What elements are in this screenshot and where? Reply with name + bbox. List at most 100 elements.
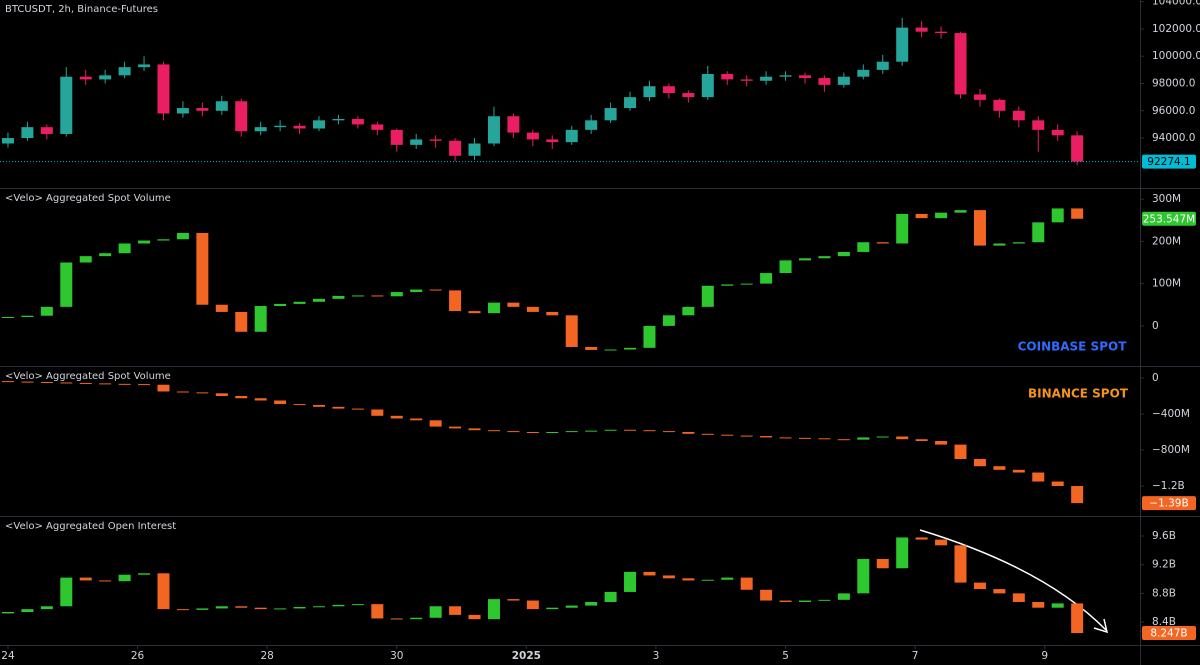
x-tick-label: 28 [260,650,273,662]
candle-body [760,273,773,284]
candle-body [682,578,695,581]
x-tick-label: 24 [1,650,15,662]
candle-body [876,558,889,569]
candle-body [410,139,423,145]
candle-body [915,537,928,540]
candle-body [196,108,209,111]
y-tick-label: 0 [1152,320,1159,332]
candle-body [176,108,189,114]
candle-body [79,382,92,384]
candle-body [682,432,695,434]
candle-body [429,420,442,427]
candle-body [449,140,462,156]
candle-body [993,466,1006,470]
candle-body [701,73,714,98]
candle-body [585,601,598,606]
candle-body [798,75,811,79]
candle-body [1,381,14,383]
candle-body [935,441,948,445]
candle-body [371,409,384,416]
candle-body [546,139,559,143]
candle-body [662,315,675,326]
candle-body [449,290,462,312]
y-tick-label: −1.2B [1152,480,1185,492]
arrow-curve [919,529,1107,631]
candle-body [585,120,598,130]
candle-body [740,435,753,437]
pane-title: BTCUSDT, 2h, Binance-Futures [5,4,158,15]
candle-body [896,436,909,440]
candle-body [818,438,831,440]
candle-body [293,125,306,129]
candle-body [507,116,520,133]
candle-body [235,606,248,608]
candle-body [21,315,34,317]
y-tick-label: −400M [1152,408,1190,420]
candle-body [429,606,442,618]
candle-body [993,99,1006,111]
candle-body [973,94,986,100]
candle-body [40,127,53,134]
candle-body [935,212,948,219]
candle-body [624,429,637,431]
candle-body [779,600,792,602]
candle-body [857,437,870,440]
candle-body [79,76,92,80]
candle-body [390,415,403,419]
candle-body [954,545,967,583]
candle-body [351,408,364,410]
candle-body [682,306,695,316]
candle-body [643,430,656,432]
candle-body [215,393,228,396]
candle-body [410,289,423,293]
candle-body [274,125,287,128]
y-tick-label: 100000.0 [1152,50,1200,62]
candle-body [682,93,695,98]
candle-body [624,571,637,592]
candle-body [487,599,500,620]
candle-body [157,239,170,241]
candle-body [40,306,53,316]
candle-body [429,139,442,141]
candle-body [254,127,267,132]
candle-body [79,577,92,581]
candle-body [779,437,792,439]
candle-body [721,577,734,580]
candle-body [818,256,831,259]
candle-body [604,591,617,602]
candle-body [21,609,34,613]
candle-body [390,618,403,620]
candle-body [1032,472,1045,482]
candle-body [274,400,287,405]
candle-body [604,108,617,121]
y-tick-label: 8.8B [1152,587,1176,599]
candle-body [546,432,559,434]
candle-body [293,404,306,406]
annotation: COINBASE SPOT [1018,340,1128,354]
candle-body [896,537,909,569]
candle-body [410,617,423,620]
candle-body [721,73,734,80]
candle-body [857,242,870,252]
candle-body [915,439,928,442]
candle-body [643,325,656,348]
y-tick-label: 96000.0 [1152,105,1195,117]
y-tick-label: 98000.0 [1152,78,1195,90]
candle-body [585,346,598,350]
last-value-label: 253.547M [1143,213,1195,225]
candle-body [429,289,442,291]
candle-body [21,127,34,139]
candle-body [1,138,14,144]
candle-body [118,574,131,582]
candle-body [1051,129,1064,136]
candle-body [371,124,384,130]
last-value-badge [1142,154,1196,169]
pane-title: <Velo> Aggregated Open Interest [5,521,176,532]
candle-body [254,306,267,332]
candle-body [837,593,850,600]
candle-body [60,262,73,307]
trend-arrow [919,529,1109,634]
candle-body [973,210,986,246]
candle-body [332,118,345,121]
